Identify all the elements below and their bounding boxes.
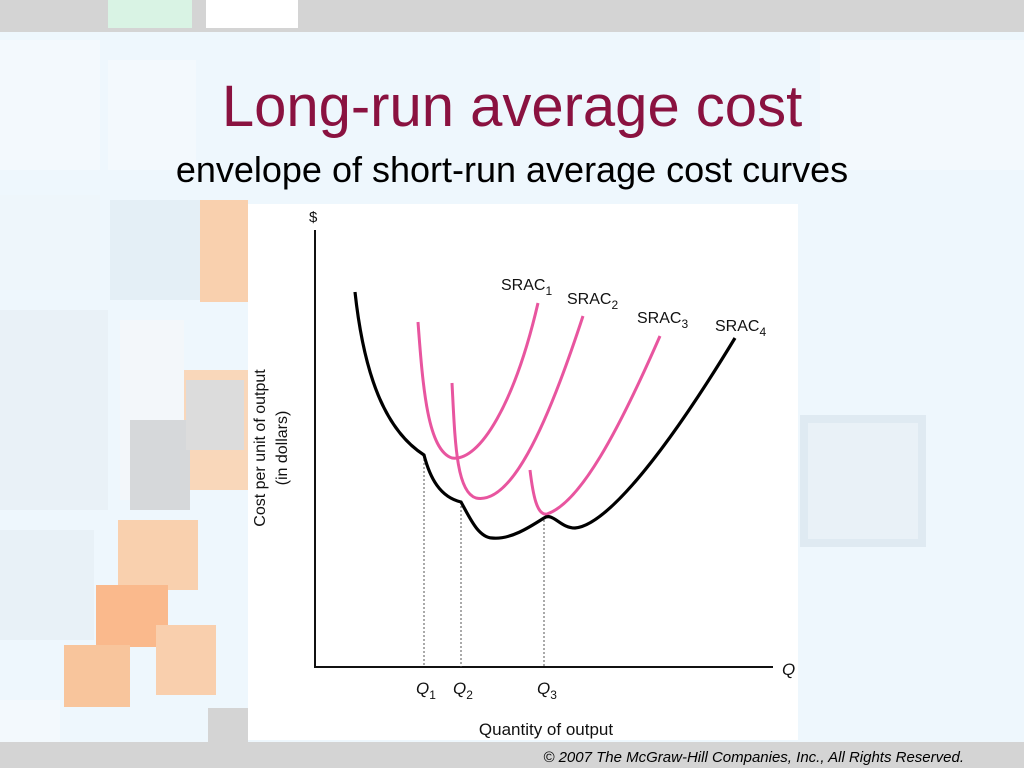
srac1-curve (416, 302, 540, 460)
deco-block (0, 195, 100, 290)
x-axis-label: Quantity of output (479, 720, 613, 739)
copyright-notice: © 2007 The McGraw-Hill Companies, Inc., … (543, 749, 964, 766)
srac3-curve (528, 335, 662, 516)
srac2-label: SRAC2 (567, 291, 618, 312)
deco-block (0, 310, 108, 510)
srac1-label: SRAC1 (501, 277, 552, 298)
deco-orange-block (64, 645, 130, 707)
slide-title: Long-run average cost (221, 74, 803, 139)
deco-orange-block (118, 520, 198, 590)
q3-label: Q3 (537, 679, 557, 702)
deco-gray-block (208, 708, 248, 742)
deco-orange-block (200, 200, 248, 302)
deco-block (108, 0, 192, 28)
srac3-label: SRAC3 (637, 310, 688, 331)
deco-block (206, 0, 298, 28)
srac2-curve (450, 315, 585, 500)
deco-block (110, 200, 204, 300)
deco-block (808, 423, 918, 539)
y-axis-symbol: $ (309, 209, 318, 226)
slide-subtitle: envelope of short-run average cost curve… (175, 149, 849, 190)
x-axis-symbol: Q (782, 660, 795, 679)
deco-block (820, 40, 1024, 170)
deco-gray-block (186, 380, 244, 450)
q1-label: Q1 (416, 679, 436, 702)
deco-block (0, 530, 94, 640)
bottom-gray-band (0, 742, 1024, 768)
y-axis-label-line2: (in dollars) (274, 411, 291, 486)
lrac-envelope-curve (353, 291, 737, 540)
srac4-label: SRAC4 (715, 318, 766, 339)
figure-panel (248, 204, 798, 740)
deco-block (0, 40, 100, 170)
deco-orange-block (156, 625, 216, 695)
q2-label: Q2 (453, 679, 473, 702)
deco-block (0, 700, 60, 742)
y-axis-label-line1: Cost per unit of output (252, 369, 269, 527)
deco-gray-block (130, 420, 190, 510)
deco-block (108, 60, 196, 170)
